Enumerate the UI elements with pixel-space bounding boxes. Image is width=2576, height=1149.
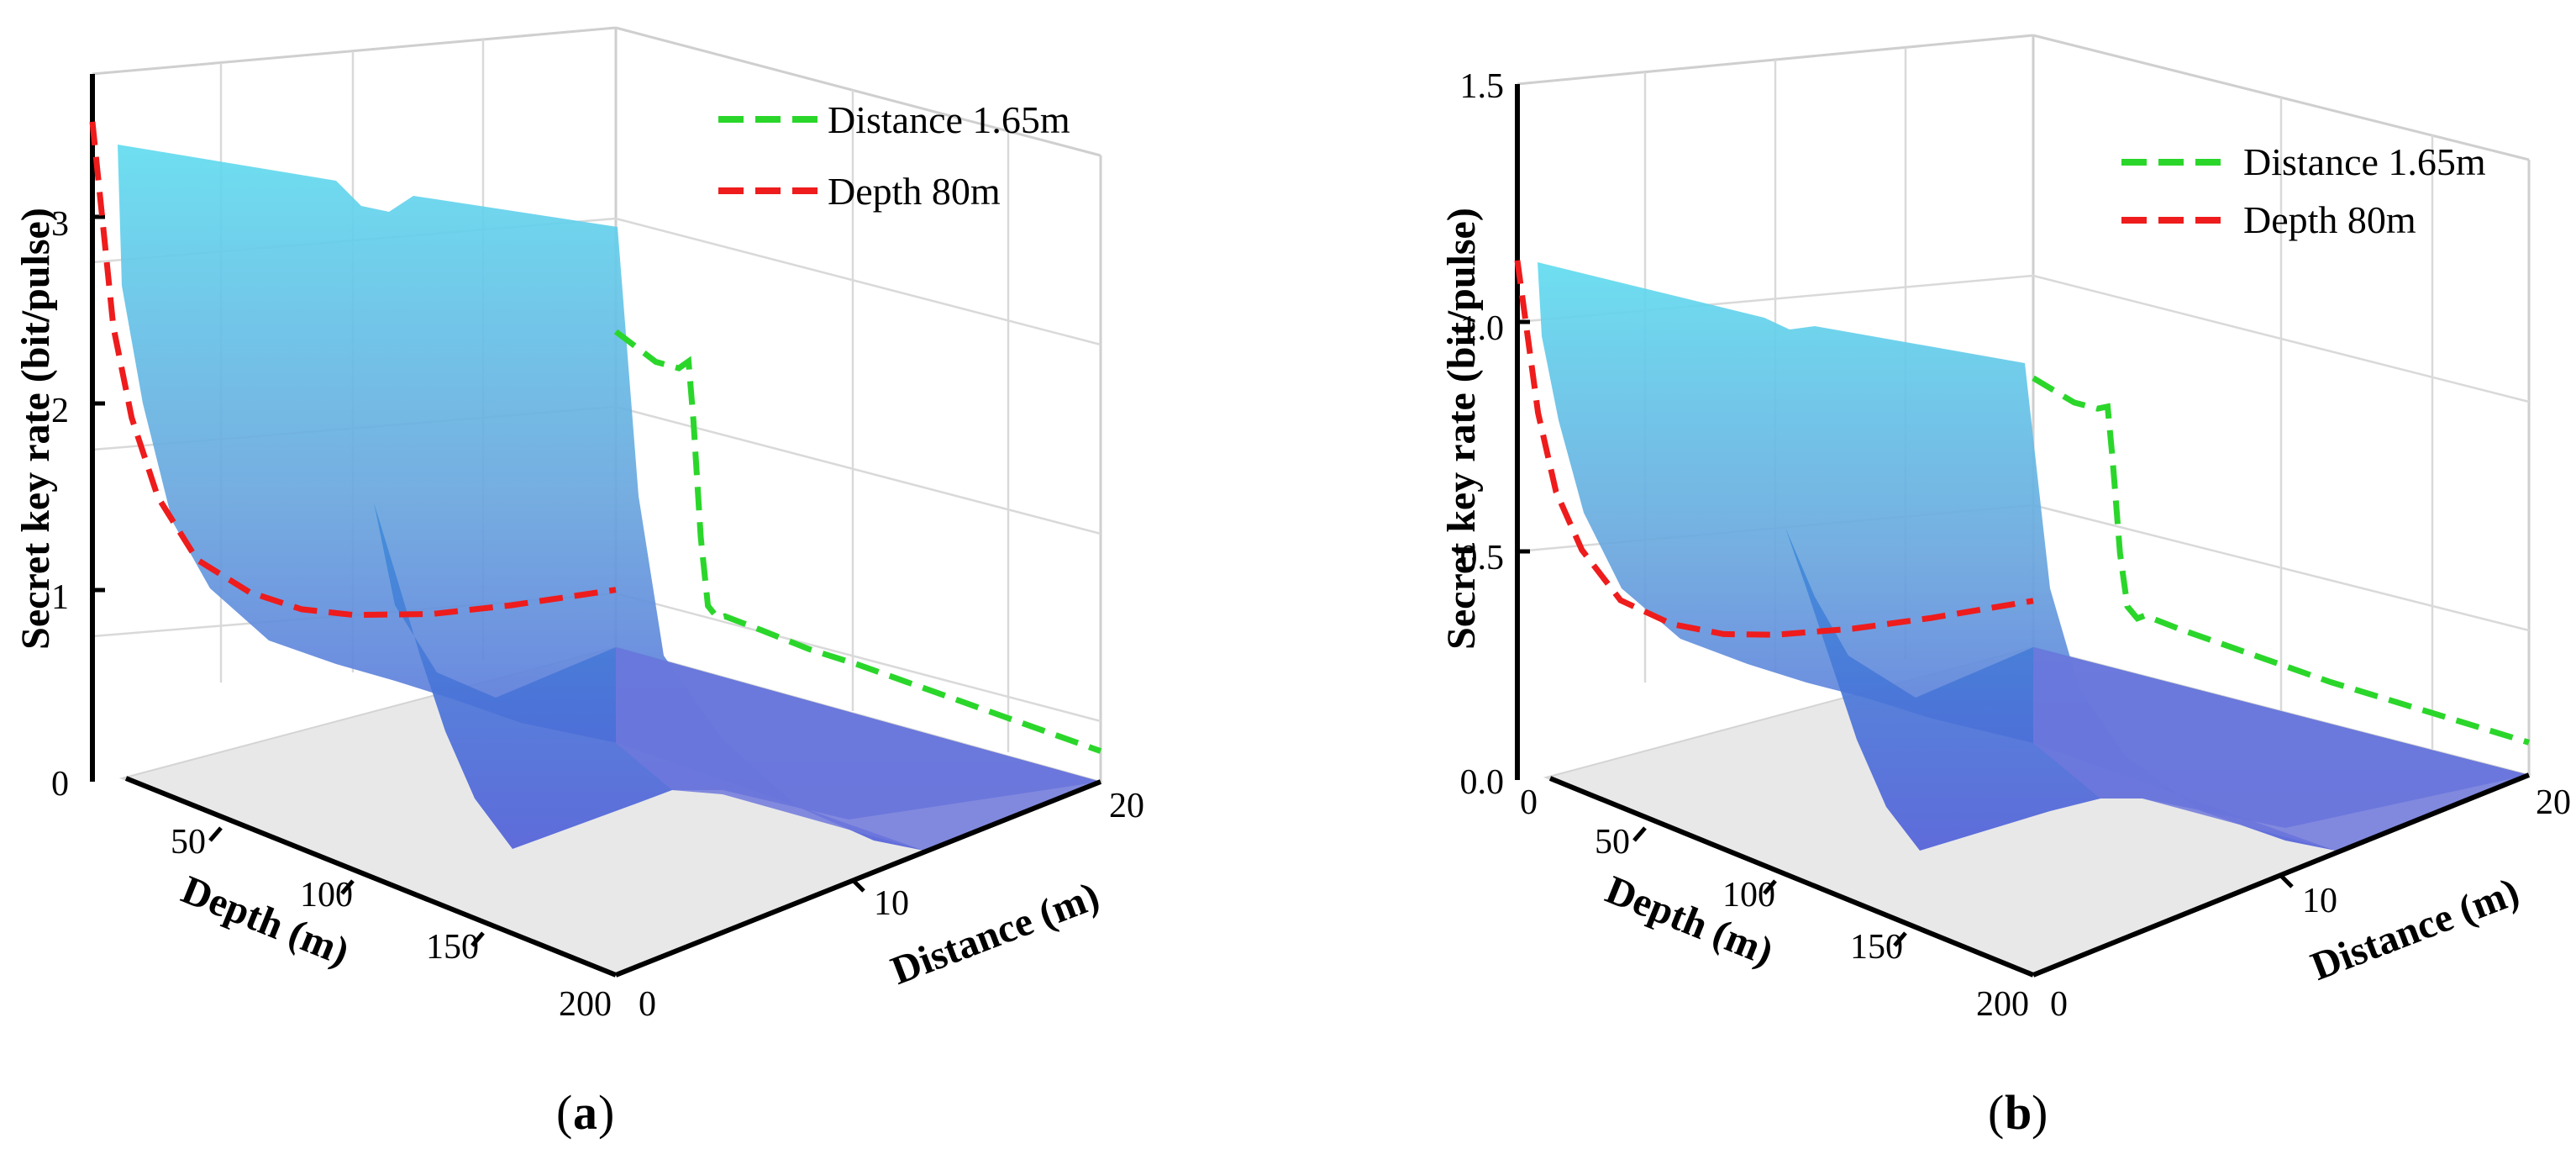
z-tick-0: 0 (51, 765, 69, 804)
legend-label-depth: Depth 80m (828, 170, 1001, 213)
surface-main (1538, 262, 2336, 851)
x-tick-labels: 50 100 150 200 (1595, 823, 2029, 1024)
z-tick-3: 3 (51, 205, 69, 244)
z-axis-label: Secret key rate (bit/pulse) (1439, 208, 1484, 650)
x-tick-150: 150 (1850, 928, 1903, 967)
z-tick-0: 0.0 (1460, 763, 1505, 802)
depth-80m-curve (89, 121, 617, 619)
distance-1-65m-curve (613, 329, 1102, 754)
tick-marks (1517, 319, 2294, 947)
x-tick-50: 50 (171, 823, 206, 862)
caption-close-paren: ) (2032, 1085, 2048, 1140)
y-tick-20: 20 (2536, 783, 2571, 822)
z-tick-0-5: 0.5 (1460, 539, 1505, 577)
x-tick-100: 100 (300, 876, 353, 914)
x-tick-50: 50 (1595, 823, 1630, 862)
surface-floor-flat (2033, 647, 2529, 851)
y-tick-10: 10 (874, 884, 909, 923)
z-axis-label: Secret key rate (bit/pulse) (13, 208, 58, 650)
legend-label-distance: Distance 1.65m (828, 98, 1070, 141)
surface-main (118, 145, 924, 851)
legend-label-distance: Distance 1.65m (2243, 140, 2486, 183)
y-tick-0: 0 (2050, 985, 2068, 1024)
panel-a: 0 1 2 3 50 100 150 200 0 10 20 Secret ke… (13, 26, 1144, 1140)
front-axes (90, 74, 1102, 978)
caption-close-paren: ) (598, 1085, 614, 1140)
y-tick-0: 0 (639, 985, 656, 1024)
caption-letter: b (2005, 1085, 2032, 1140)
caption-open-paren: ( (556, 1085, 572, 1140)
y-tick-20: 20 (1109, 787, 1144, 825)
distance-1-65m-curve (2032, 375, 2531, 746)
surface-floor-flat (616, 647, 1101, 851)
panel-caption: ( a ) (556, 1085, 614, 1140)
x-corner-tick: 0 (1520, 783, 1538, 822)
caption-letter: a (573, 1085, 597, 1140)
y-tick-10: 10 (2302, 882, 2337, 920)
z-tick-labels: 0.0 0.5 1.0 1.5 (1460, 67, 1505, 802)
panel-b: 0.0 0.5 1.0 1.5 50 100 150 200 0 10 20 0… (1439, 34, 2571, 1140)
z-tick-1: 1 (51, 578, 69, 617)
y-tick-labels: 0 10 20 (2050, 783, 2571, 1024)
z-tick-1-5: 1.5 (1460, 67, 1505, 106)
x-tick-labels: 50 100 150 200 (171, 823, 612, 1024)
z-tick-2: 2 (51, 392, 69, 430)
depth-80m-curve (1514, 260, 2034, 638)
legend: Distance 1.65m Depth 80m (718, 98, 1070, 213)
panel-caption: ( b ) (1988, 1085, 2048, 1140)
z-tick-labels: 0 1 2 3 (51, 205, 69, 804)
y-axis-label: Distance (m) (886, 873, 1106, 994)
x-tick-200: 200 (559, 985, 612, 1024)
x-tick-100: 100 (1722, 876, 1775, 914)
caption-open-paren: ( (1988, 1085, 2004, 1140)
legend-label-depth: Depth 80m (2243, 198, 2416, 241)
z-tick-1-0: 1.0 (1460, 309, 1505, 348)
tick-marks (92, 214, 865, 947)
y-axis-label: Distance (m) (2305, 869, 2526, 989)
legend: Distance 1.65m Depth 80m (2121, 140, 2486, 241)
x-tick-200: 200 (1976, 985, 2029, 1024)
x-tick-150: 150 (426, 928, 479, 967)
front-axes (1515, 84, 2531, 978)
y-tick-labels: 0 10 20 (639, 787, 1144, 1024)
